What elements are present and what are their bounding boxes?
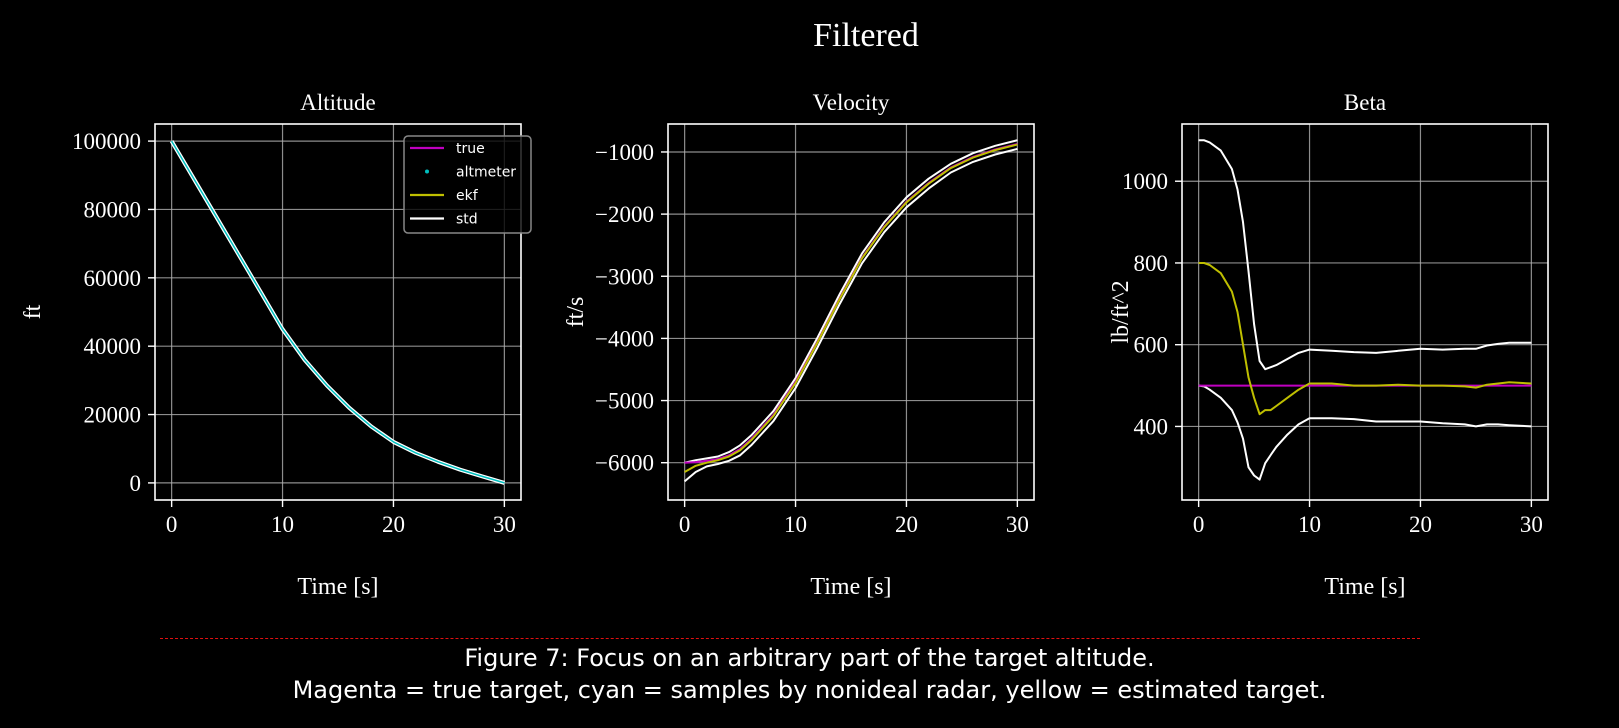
y-tick-label: 100000 — [72, 129, 141, 154]
legend-swatch-altmeter — [425, 170, 429, 174]
x-tick-label: 20 — [1409, 512, 1432, 537]
altitude-xlabel: Time [s] — [297, 574, 378, 600]
y-tick-label: −3000 — [595, 264, 654, 289]
ekf-line — [685, 145, 1018, 473]
beta-ylabel: lb/ft^2 — [1108, 280, 1134, 343]
velocity-ylabel: ft/s — [563, 297, 589, 328]
y-tick-label: −2000 — [595, 202, 654, 227]
legend-label-std: std — [456, 212, 478, 228]
y-tick-label: −4000 — [595, 326, 654, 351]
x-tick-label: 10 — [1298, 512, 1321, 537]
legend-label-true: true — [456, 141, 485, 157]
y-tick-label: 40000 — [84, 334, 142, 359]
caption-separator — [160, 638, 1420, 639]
caption-line-1: Figure 7: Focus on an arbitrary part of … — [0, 644, 1619, 672]
x-tick-label: 0 — [1193, 512, 1205, 537]
velocity-xlabel: Time [s] — [810, 574, 891, 600]
legend-label-ekf: ekf — [456, 188, 479, 204]
y-tick-label: −6000 — [595, 451, 654, 476]
altitude-title: Altitude — [300, 90, 375, 115]
altitude-legend: true altmeter ekf std — [404, 136, 531, 233]
y-tick-label: 1000 — [1122, 169, 1168, 194]
x-tick-label: 30 — [493, 512, 516, 537]
x-tick-label: 30 — [1006, 512, 1029, 537]
y-tick-label: 800 — [1134, 251, 1169, 276]
y-tick-label: 20000 — [84, 403, 142, 428]
true-line — [685, 144, 1018, 463]
velocity-title: Velocity — [813, 90, 890, 115]
x-tick-label: 30 — [1520, 512, 1543, 537]
altitude-ylabel: ft — [20, 304, 46, 319]
std-upper-line — [685, 140, 1018, 463]
y-tick-label: −5000 — [595, 389, 654, 414]
caption-line-2: Magenta = true target, cyan = samples by… — [0, 676, 1619, 704]
y-tick-label: 60000 — [84, 266, 142, 291]
std-lower-line — [1199, 386, 1532, 480]
x-tick-label: 10 — [271, 512, 294, 537]
x-tick-label: 20 — [382, 512, 405, 537]
x-tick-label: 0 — [166, 512, 178, 537]
beta-xlabel: Time [s] — [1324, 574, 1405, 600]
figure-suptitle: Filtered — [813, 17, 919, 54]
axes-frame — [668, 124, 1034, 500]
std-upper-line — [1199, 140, 1532, 369]
std-lower-line — [685, 149, 1018, 482]
y-tick-label: 80000 — [84, 197, 142, 222]
x-tick-label: 10 — [784, 512, 807, 537]
y-tick-label: −1000 — [595, 140, 654, 165]
ekf-line — [1199, 263, 1532, 414]
figure: Filtered 0102030020000400006000080000100… — [0, 0, 1619, 728]
legend-label-altmeter: altmeter — [456, 165, 516, 181]
beta-title: Beta — [1344, 90, 1386, 115]
y-tick-label: 0 — [130, 471, 142, 496]
velocity-axes: 0 10 20 30 −6000 −5000 −4000 −3000 −2000 −1000 Vel… — [563, 90, 1034, 600]
beta-axes: 0 10 20 30 400 600 800 1000 Beta Time [s] lb/ft^2 — [1108, 90, 1548, 600]
x-tick-label: 20 — [895, 512, 918, 537]
y-tick-label: 400 — [1134, 414, 1169, 439]
y-tick-label: 600 — [1134, 333, 1169, 358]
x-tick-label: 0 — [679, 512, 691, 537]
